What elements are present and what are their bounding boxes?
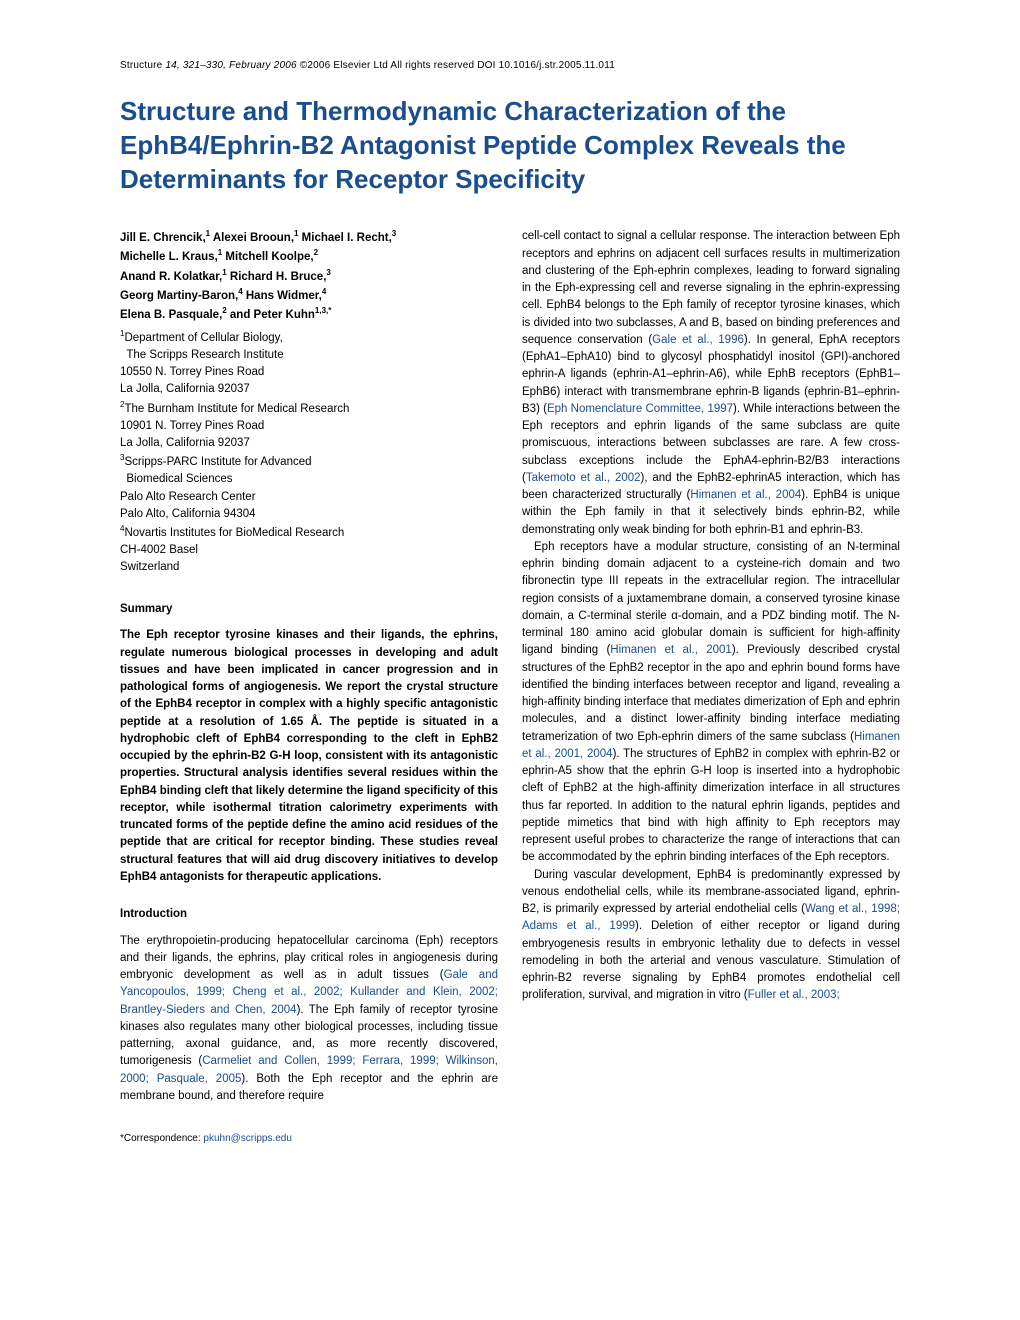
volume-pages: 14, 321–330, February 2006 bbox=[165, 60, 296, 71]
intro-paragraph-1: The erythropoietin-producing hepatocellu… bbox=[120, 933, 498, 1106]
col2-paragraph-3: During vascular development, EphB4 is pr… bbox=[522, 867, 900, 1005]
doi: DOI 10.1016/j.str.2005.11.011 bbox=[477, 60, 615, 71]
citation-link[interactable]: Himanen et al., 2004 bbox=[690, 489, 801, 501]
copyright: ©2006 Elsevier Ltd All rights reserved bbox=[300, 60, 475, 71]
summary-heading: Summary bbox=[120, 601, 498, 618]
correspondence-label: *Correspondence: bbox=[120, 1133, 203, 1144]
introduction-heading: Introduction bbox=[120, 906, 498, 923]
article-title: Structure and Thermodynamic Characteriza… bbox=[120, 95, 900, 196]
citation-link[interactable]: Gale et al., 1996 bbox=[652, 334, 744, 346]
correspondence-email[interactable]: pkuhn@scripps.edu bbox=[203, 1133, 292, 1144]
citation-link[interactable]: Himanen et al., 2001 bbox=[610, 644, 732, 656]
two-column-content: Jill E. Chrencik,1 Alexei Brooun,1 Micha… bbox=[120, 228, 900, 1105]
col2-paragraph-2: Eph receptors have a modular structure, … bbox=[522, 539, 900, 867]
affiliations: 1Department of Cellular Biology, The Scr… bbox=[120, 328, 498, 577]
left-column: Jill E. Chrencik,1 Alexei Brooun,1 Micha… bbox=[120, 228, 498, 1105]
correspondence-footer: *Correspondence: pkuhn@scripps.edu bbox=[120, 1133, 900, 1144]
journal-header: Structure 14, 321–330, February 2006 ©20… bbox=[120, 60, 900, 71]
journal-name: Structure bbox=[120, 60, 162, 71]
citation-link[interactable]: Takemoto et al., 2002 bbox=[526, 472, 641, 484]
author-list: Jill E. Chrencik,1 Alexei Brooun,1 Micha… bbox=[120, 228, 498, 323]
citation-link[interactable]: Eph Nomenclature Committee, 1997 bbox=[547, 403, 733, 415]
summary-text: The Eph receptor tyrosine kinases and th… bbox=[120, 627, 498, 886]
citation-link[interactable]: Fuller et al., 2003; bbox=[748, 989, 840, 1001]
right-column: cell-cell contact to signal a cellular r… bbox=[522, 228, 900, 1105]
col2-paragraph-1: cell-cell contact to signal a cellular r… bbox=[522, 228, 900, 539]
